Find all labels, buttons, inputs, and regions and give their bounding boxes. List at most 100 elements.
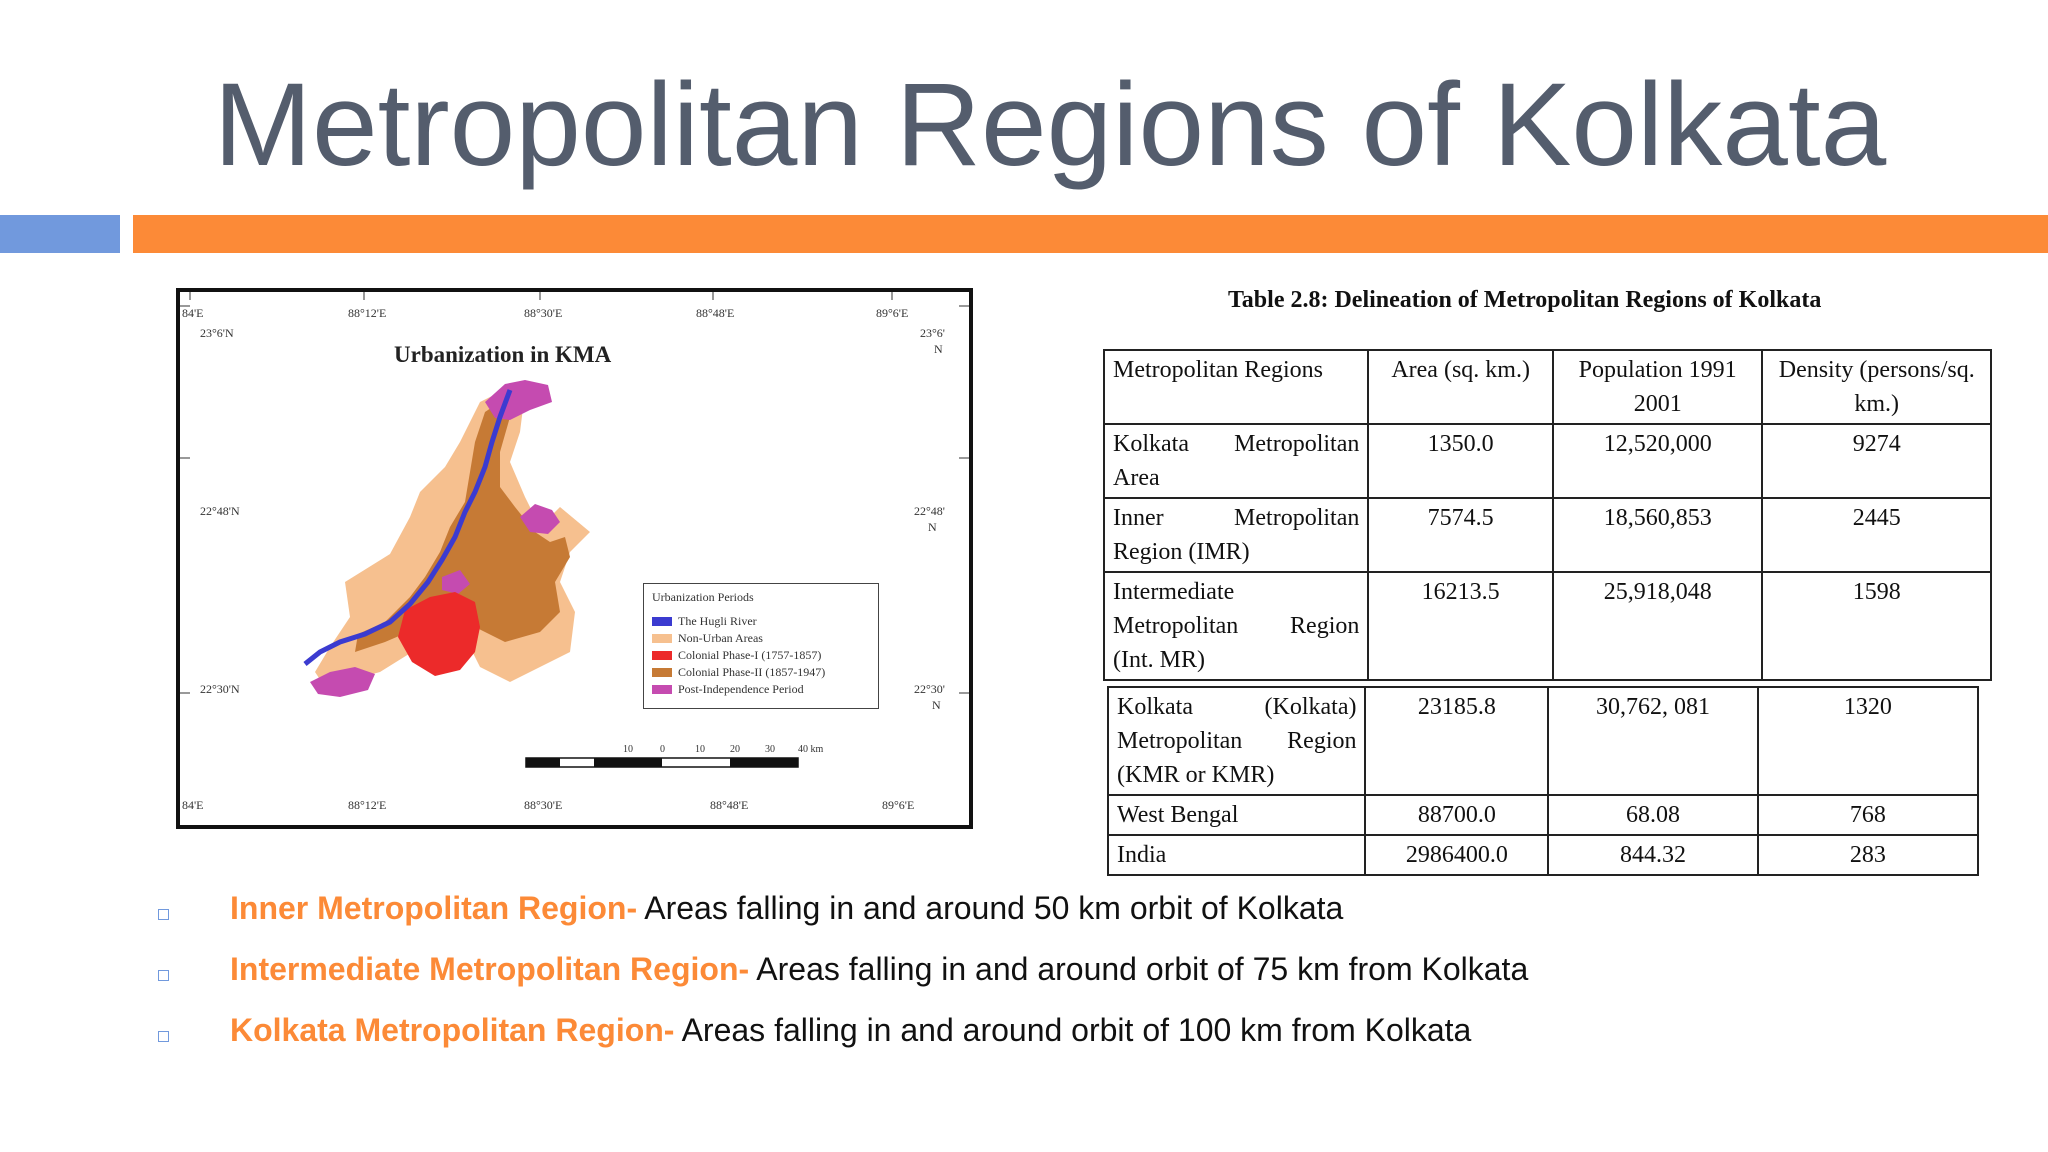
table-header-cell: Population 1991 2001 — [1551, 349, 1764, 425]
bullet-highlight: Intermediate Metropolitan Region- — [230, 951, 750, 987]
hugli-river — [303, 389, 513, 666]
slide-title: Metropolitan Regions of Kolkata — [213, 59, 1887, 191]
bullet-text: Intermediate Metropolitan Region- Areas … — [230, 951, 1528, 988]
lon-tick-top-0: 84'E — [182, 306, 204, 320]
legend-label: Post-Independence Period — [678, 682, 804, 696]
table-row: West Bengal 88700.0 68.08 768 — [1106, 794, 1980, 836]
legend-swatch — [652, 685, 672, 694]
bullet-square-icon — [158, 970, 169, 981]
legend-swatch — [652, 634, 672, 643]
table-header-row: Metropolitan Regions Area (sq. km.) Popu… — [1102, 349, 1992, 425]
table-cell: 1350.0 — [1367, 423, 1554, 499]
table-cell: 30,762, 081 — [1547, 686, 1759, 796]
bullet-text: Inner Metropolitan Region- Areas falling… — [230, 890, 1343, 927]
table-cell: 25,918,048 — [1551, 571, 1764, 681]
table-cell: Inner Metropolitan Region (IMR) — [1102, 497, 1370, 573]
table-cell: 2445 — [1761, 497, 1992, 573]
lat-tick-right-0-n: N — [934, 342, 943, 356]
table-cell: West Bengal — [1106, 794, 1367, 836]
lon-tick-top-3: 88°48'E — [696, 306, 735, 320]
metro-regions-table: Metropolitan Regions Area (sq. km.) Popu… — [1102, 349, 1992, 681]
lon-tick-top-2: 88°30'E — [524, 306, 563, 320]
lat-tick-right-0: 23°6' — [920, 326, 945, 340]
table-cell: 283 — [1756, 834, 1980, 876]
table-header-cell: Area (sq. km.) — [1367, 349, 1554, 425]
table-cell: India — [1106, 834, 1367, 876]
bullet-highlight: Inner Metropolitan Region- — [230, 890, 638, 926]
table-cell: Intermediate Metropolitan Region (Int. M… — [1102, 571, 1370, 681]
legend-label: Colonial Phase-I (1757-1857) — [678, 648, 822, 662]
table-cell: 768 — [1756, 794, 1980, 836]
lat-tick-right-2-n: N — [932, 698, 941, 712]
lon-tick-bottom-0: 84'E — [182, 798, 204, 812]
colonial-phase-2-area — [355, 402, 570, 652]
lat-tick-left-0: 23°6'N — [200, 326, 234, 340]
legend-swatch — [652, 668, 672, 677]
bullet-body: Areas falling in and around orbit of 100… — [674, 1012, 1472, 1048]
table-cell: 2986400.0 — [1364, 834, 1550, 876]
lon-tick-top-1: 88°12'E — [348, 306, 387, 320]
lat-tick-left-1: 22°48'N — [200, 504, 240, 518]
legend-item-post-independence: Post-Independence Period — [652, 681, 870, 698]
table-caption: Table 2.8: Delineation of Metropolitan R… — [1228, 287, 1822, 313]
bullet-body: Areas falling in and around 50 km orbit … — [637, 890, 1344, 926]
table-cell: Kolkata Metropolitan Area — [1102, 423, 1370, 499]
legend-item-non-urban: Non-Urban Areas — [652, 630, 870, 647]
table-cell: 1320 — [1756, 686, 1980, 796]
legend-label: Colonial Phase-II (1857-1947) — [678, 665, 826, 679]
table-cell: 68.08 — [1547, 794, 1759, 836]
scale-bar — [525, 757, 799, 768]
table-cell: 12,520,000 — [1551, 423, 1764, 499]
lon-tick-top-4: 89°6'E — [876, 306, 909, 320]
table-cell: 88700.0 — [1364, 794, 1550, 836]
table-row: India 2986400.0 844.32 283 — [1106, 834, 1980, 876]
accent-bar-blue — [0, 215, 120, 253]
table-row: Kolkata Metropolitan Area 1350.0 12,520,… — [1102, 423, 1992, 499]
table-cell: 16213.5 — [1367, 571, 1554, 681]
bullet-text: Kolkata Metropolitan Region- Areas falli… — [230, 1012, 1471, 1049]
table-cell: 9274 — [1761, 423, 1992, 499]
table-cell: Kolkata (Kolkata) Metropolitan Region (K… — [1106, 686, 1367, 796]
lon-tick-bottom-3: 88°48'E — [710, 798, 749, 812]
legend-item-colonial-1: Colonial Phase-I (1757-1857) — [652, 647, 870, 664]
lat-tick-right-1-n: N — [928, 520, 937, 534]
table-row: Intermediate Metropolitan Region (Int. M… — [1102, 571, 1992, 681]
colonial-phase-1-area — [398, 592, 480, 676]
lon-tick-bottom-2: 88°30'E — [524, 798, 563, 812]
scale-label-1: 0 — [660, 744, 665, 755]
lon-tick-bottom-1: 88°12'E — [348, 798, 387, 812]
legend-swatch — [652, 651, 672, 660]
legend-label: Non-Urban Areas — [678, 631, 763, 645]
bullet-highlight: Kolkata Metropolitan Region- — [230, 1012, 675, 1048]
legend-item-river: The Hugli River — [652, 613, 870, 630]
legend-item-colonial-2: Colonial Phase-II (1857-1947) — [652, 664, 870, 681]
table-cell: 844.32 — [1547, 834, 1759, 876]
lat-tick-right-2: 22°30' — [914, 682, 945, 696]
bullet-square-icon — [158, 909, 169, 920]
lat-tick-right-1: 22°48' — [914, 504, 945, 518]
map-legend: Urbanization Periods The Hugli River Non… — [643, 583, 879, 709]
table-row: Kolkata (Kolkata) Metropolitan Region (K… — [1106, 686, 1980, 796]
bullet-square-icon — [158, 1031, 169, 1042]
lat-tick-left-2: 22°30'N — [200, 682, 240, 696]
post-independence-area-north — [485, 380, 552, 420]
accent-bar-orange — [133, 215, 2048, 253]
post-independence-area-east2 — [442, 570, 470, 594]
scale-label-5: 40 km — [798, 744, 824, 755]
map-graphic — [180, 292, 969, 768]
scale-label-4: 30 — [765, 744, 775, 755]
post-independence-area-east — [520, 504, 560, 534]
bullet-body: Areas falling in and around orbit of 75 … — [749, 951, 1529, 987]
scale-label-2: 10 — [695, 744, 705, 755]
table-cell: 1598 — [1761, 571, 1992, 681]
table-cell: 23185.8 — [1364, 686, 1550, 796]
kma-urbanization-map: 84'E 88°12'E 88°30'E 88°48'E 89°6'E 84'E… — [176, 288, 973, 829]
scale-label-3: 20 — [730, 744, 740, 755]
scale-label-0: 10 — [623, 744, 633, 755]
table-cell: 18,560,853 — [1551, 497, 1764, 573]
post-independence-area-west — [310, 667, 375, 697]
table-cell: 7574.5 — [1367, 497, 1554, 573]
legend-title: Urbanization Periods — [652, 590, 754, 604]
metro-regions-table-continued: Kolkata (Kolkata) Metropolitan Region (K… — [1106, 686, 1980, 876]
lon-tick-bottom-4: 89°6'E — [882, 798, 915, 812]
